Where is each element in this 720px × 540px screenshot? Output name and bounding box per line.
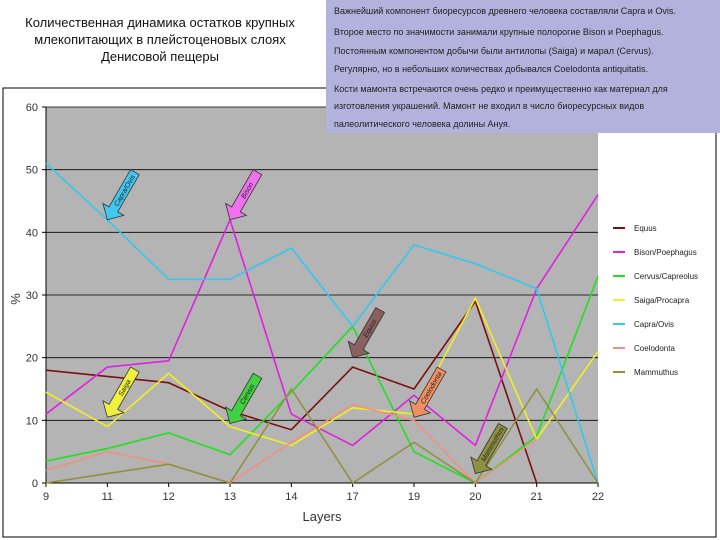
title-line: млекопитающих в плейстоценовых слоях — [34, 32, 286, 47]
y-tick-label: 10 — [26, 415, 38, 427]
arrow-shape — [470, 422, 508, 475]
info-box: Важнейший компонент биоресурсов древнего… — [326, 0, 720, 133]
arrow-shape — [102, 169, 140, 221]
x-tick-label: 13 — [224, 491, 236, 503]
legend-label: Equus — [634, 224, 657, 233]
series-line — [45, 388, 599, 484]
x-tick-label: 9 — [43, 491, 49, 503]
arrow-shape — [224, 169, 263, 221]
x-tick-label: 20 — [469, 491, 481, 503]
y-tick-label: 60 — [26, 102, 38, 114]
x-tick-label: 22 — [592, 491, 604, 503]
info-line: Кости мамонта встречаются очень редко и … — [334, 84, 668, 94]
info-line: Второе место по значимости занимали круп… — [334, 27, 664, 37]
legend-label: Cervus/Capreolus — [634, 272, 698, 281]
series-line — [45, 403, 538, 484]
title-line: Количественная динамика остатков крупных — [25, 15, 295, 30]
arrow-shape — [347, 306, 386, 359]
y-tick-label: 20 — [26, 353, 38, 365]
y-axis-title: % — [8, 293, 23, 305]
arrow-shape — [408, 366, 447, 418]
legend-label: Capra/Ovis — [634, 320, 674, 329]
y-tick-label: 40 — [26, 227, 38, 239]
info-line: Постоянным компонентом добычи были антил… — [334, 46, 654, 56]
arrow-shape — [224, 372, 263, 424]
info-line: Регулярно, но в небольших количествах до… — [334, 64, 648, 74]
y-tick-label: 30 — [26, 290, 38, 302]
legend-label: Coelodonta — [634, 344, 675, 353]
info-line: Важнейший компонент биоресурсов древнего… — [334, 6, 676, 16]
x-axis-title: Layers — [302, 509, 342, 524]
x-tick-label: 21 — [531, 491, 543, 503]
x-tick-label: 17 — [347, 491, 359, 503]
legend-label: Saiga/Procapra — [634, 296, 690, 305]
legend-label: Bison/Poephagus — [634, 248, 697, 257]
x-tick-label: 14 — [285, 491, 297, 503]
series-line — [45, 162, 599, 484]
title-line: Денисовой пещеры — [101, 49, 219, 64]
series-line — [45, 297, 599, 447]
legend-label: Mammuthus — [634, 368, 678, 377]
arrow-shape — [102, 366, 140, 418]
y-tick-label: 0 — [32, 478, 38, 490]
x-tick-label: 12 — [163, 491, 175, 503]
info-line: палеолитического человека долины Ануя. — [334, 119, 511, 129]
x-tick-label: 19 — [408, 491, 420, 503]
series-line — [45, 275, 599, 484]
chart-title: Количественная динамика остатков крупных… — [10, 14, 310, 65]
info-line: изготовления украшений. Мамонт не входил… — [334, 101, 645, 111]
x-tick-label: 11 — [102, 491, 113, 503]
y-tick-label: 50 — [26, 165, 38, 177]
